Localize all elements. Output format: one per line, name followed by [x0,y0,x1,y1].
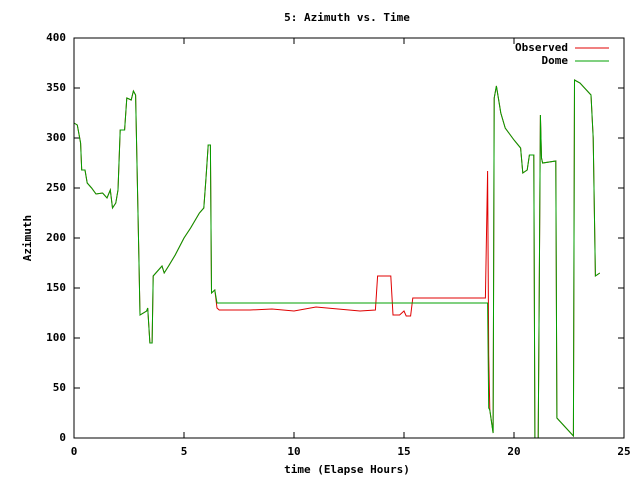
y-tick-label: 250 [46,181,66,194]
y-tick-label: 200 [46,231,66,244]
x-tick-label: 20 [507,445,520,458]
chart-title: 5: Azimuth vs. Time [284,11,410,24]
x-tick-label: 10 [287,445,300,458]
y-axis-label: Azimuth [21,215,34,261]
x-tick-label: 0 [71,445,78,458]
x-tick-label: 15 [397,445,410,458]
y-tick-label: 300 [46,131,66,144]
legend-label: Dome [542,54,569,67]
x-tick-label: 5 [181,445,188,458]
y-tick-label: 350 [46,81,66,94]
y-tick-label: 50 [53,381,66,394]
y-tick-label: 150 [46,281,66,294]
x-tick-label: 25 [617,445,630,458]
y-tick-label: 100 [46,331,66,344]
y-tick-label: 0 [59,431,66,444]
y-tick-label: 400 [46,31,66,44]
x-axis-label: time (Elapse Hours) [284,463,410,476]
plot-border [73,37,625,439]
legend-label: Observed [515,41,568,54]
series-line [73,79,601,439]
